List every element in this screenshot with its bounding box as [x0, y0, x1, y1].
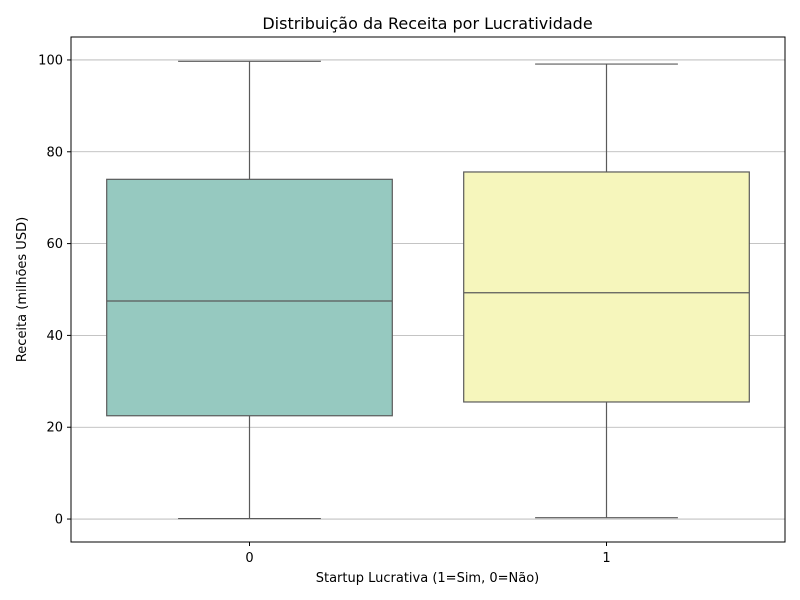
iqr-box — [463, 171, 750, 403]
x-tick-label: 0 — [245, 551, 253, 566]
y-tick-label: 80 — [46, 145, 63, 160]
y-tick-label: 40 — [46, 329, 63, 344]
x-tick-label: 1 — [602, 551, 610, 566]
chart-title: Distribuição da Receita por Lucratividad… — [262, 14, 592, 33]
y-tick-label: 60 — [46, 237, 63, 252]
y-tick-label: 100 — [38, 53, 63, 68]
y-tick-label: 20 — [46, 421, 63, 436]
y-tick-label: 0 — [55, 513, 63, 528]
iqr-box — [106, 178, 393, 417]
plot-frame — [70, 36, 786, 543]
box-0 — [106, 60, 393, 520]
x-axis-label: Startup Lucrativa (1=Sim, 0=Não) — [316, 571, 540, 586]
box-1 — [463, 63, 750, 519]
box-series — [106, 60, 750, 520]
y-axis-label: Receita (milhões USD) — [15, 217, 30, 362]
y-axis-ticks: 0 20 40 60 80 100 — [38, 53, 71, 528]
